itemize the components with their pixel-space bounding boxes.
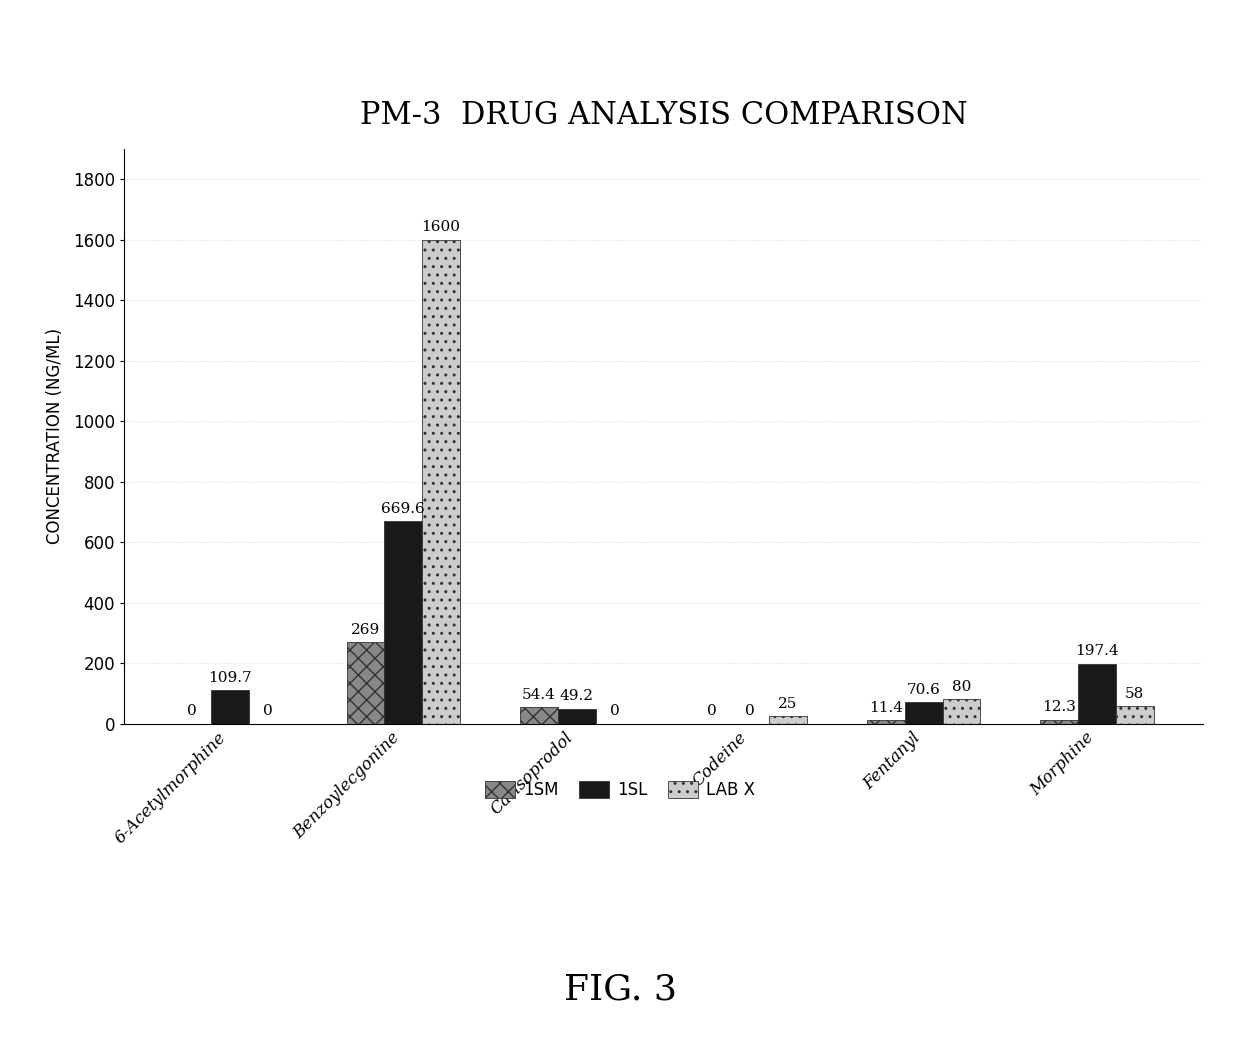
Bar — [384, 521, 422, 724]
Text: 197.4: 197.4 — [1075, 645, 1118, 659]
Text: 70.6: 70.6 — [906, 683, 941, 697]
Bar — [942, 699, 981, 724]
Title: PM-3  DRUG ANALYSIS COMPARISON: PM-3 DRUG ANALYSIS COMPARISON — [360, 100, 967, 131]
Text: 0: 0 — [610, 704, 619, 718]
Text: 49.2: 49.2 — [559, 689, 594, 703]
Bar — [1079, 664, 1116, 724]
Bar — [769, 716, 807, 724]
Text: 1600: 1600 — [422, 220, 460, 234]
Text: 25: 25 — [779, 697, 797, 711]
Bar — [867, 720, 905, 724]
Bar — [905, 702, 942, 724]
Bar — [211, 691, 248, 724]
Text: 0: 0 — [187, 704, 197, 718]
Bar — [558, 709, 595, 724]
Text: 0: 0 — [263, 704, 273, 718]
Legend: 1SM, 1SL, LAB X: 1SM, 1SL, LAB X — [479, 775, 761, 805]
Text: 11.4: 11.4 — [869, 700, 903, 715]
Text: 54.4: 54.4 — [522, 687, 556, 701]
Y-axis label: CONCENTRATION (NG/ML): CONCENTRATION (NG/ML) — [46, 328, 64, 545]
Bar — [520, 708, 558, 724]
Bar — [422, 239, 460, 724]
Bar — [346, 643, 384, 724]
Text: FIG. 3: FIG. 3 — [563, 972, 677, 1007]
Text: 0: 0 — [745, 704, 755, 718]
Text: 269: 269 — [351, 622, 379, 636]
Text: 58: 58 — [1125, 686, 1145, 700]
Text: 0: 0 — [708, 704, 717, 718]
Text: 12.3: 12.3 — [1043, 700, 1076, 714]
Text: 669.6: 669.6 — [382, 501, 425, 516]
Text: 109.7: 109.7 — [208, 671, 252, 685]
Bar — [1040, 720, 1079, 724]
Bar — [1116, 706, 1153, 724]
Text: 80: 80 — [952, 680, 971, 694]
